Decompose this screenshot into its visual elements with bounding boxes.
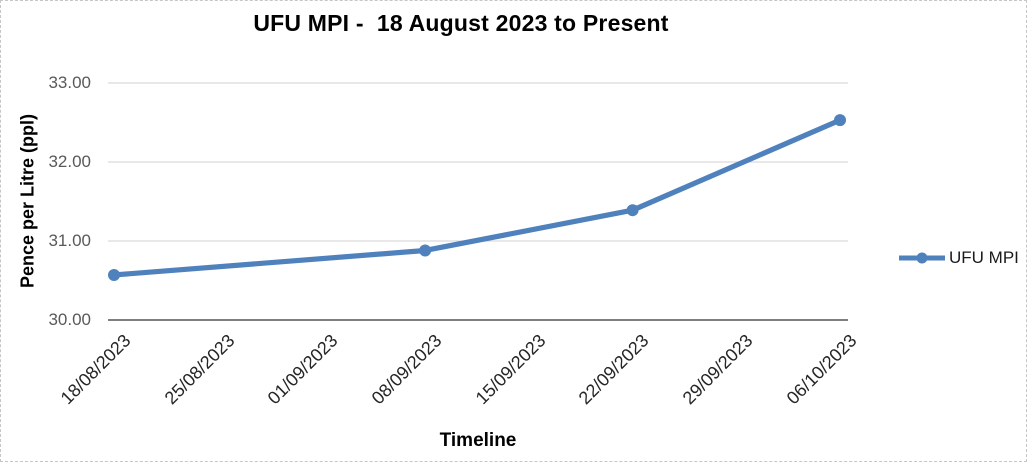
data-point-marker	[108, 268, 120, 281]
legend-series-label: UFU MPI	[949, 248, 1019, 267]
x-axis-title: Timeline	[439, 430, 517, 451]
data-point-marker	[626, 204, 639, 217]
data-point-marker	[419, 244, 432, 257]
y-tick-label: 32.00	[48, 152, 91, 171]
y-tick-label: 33.00	[48, 73, 91, 92]
data-point-marker	[834, 114, 846, 127]
legend-series-marker-icon	[899, 252, 945, 264]
y-tick-label: 30.00	[48, 310, 91, 329]
series-line	[111, 117, 843, 278]
chart-title: UFU MPI - 18 August 2023 to Present	[253, 10, 669, 36]
y-tick-label: 31.00	[48, 231, 91, 250]
legend: UFU MPI	[898, 248, 1019, 268]
